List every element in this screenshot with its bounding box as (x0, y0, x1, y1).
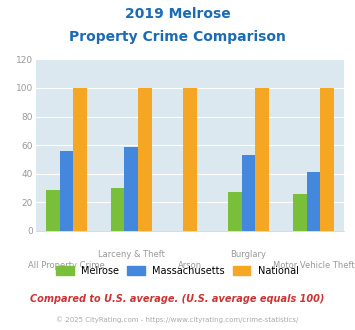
Bar (111, 188, 125, 231)
Text: Property Crime Comparison: Property Crime Comparison (69, 30, 286, 44)
Bar (183, 88, 197, 231)
Text: 2019 Melrose: 2019 Melrose (125, 7, 230, 20)
Text: All Property Crime: All Property Crime (28, 261, 105, 270)
Text: Arson: Arson (178, 261, 202, 270)
Bar (320, 88, 334, 231)
Bar (73, 88, 87, 231)
Text: Compared to U.S. average. (U.S. average equals 100): Compared to U.S. average. (U.S. average … (30, 294, 325, 304)
Text: © 2025 CityRating.com - https://www.cityrating.com/crime-statistics/: © 2025 CityRating.com - https://www.city… (56, 317, 299, 323)
Bar (242, 155, 255, 231)
Legend: Melrose, Massachusetts, National: Melrose, Massachusetts, National (52, 262, 303, 280)
Text: Larceny & Theft: Larceny & Theft (98, 249, 165, 259)
Text: Burglary: Burglary (231, 249, 267, 259)
Text: Motor Vehicle Theft: Motor Vehicle Theft (273, 261, 354, 270)
Bar (125, 147, 138, 231)
Bar (60, 151, 73, 231)
Bar (307, 172, 320, 231)
Bar (46, 189, 60, 231)
Bar (138, 88, 152, 231)
Bar (255, 88, 269, 231)
Bar (293, 194, 307, 231)
Bar (228, 192, 242, 231)
